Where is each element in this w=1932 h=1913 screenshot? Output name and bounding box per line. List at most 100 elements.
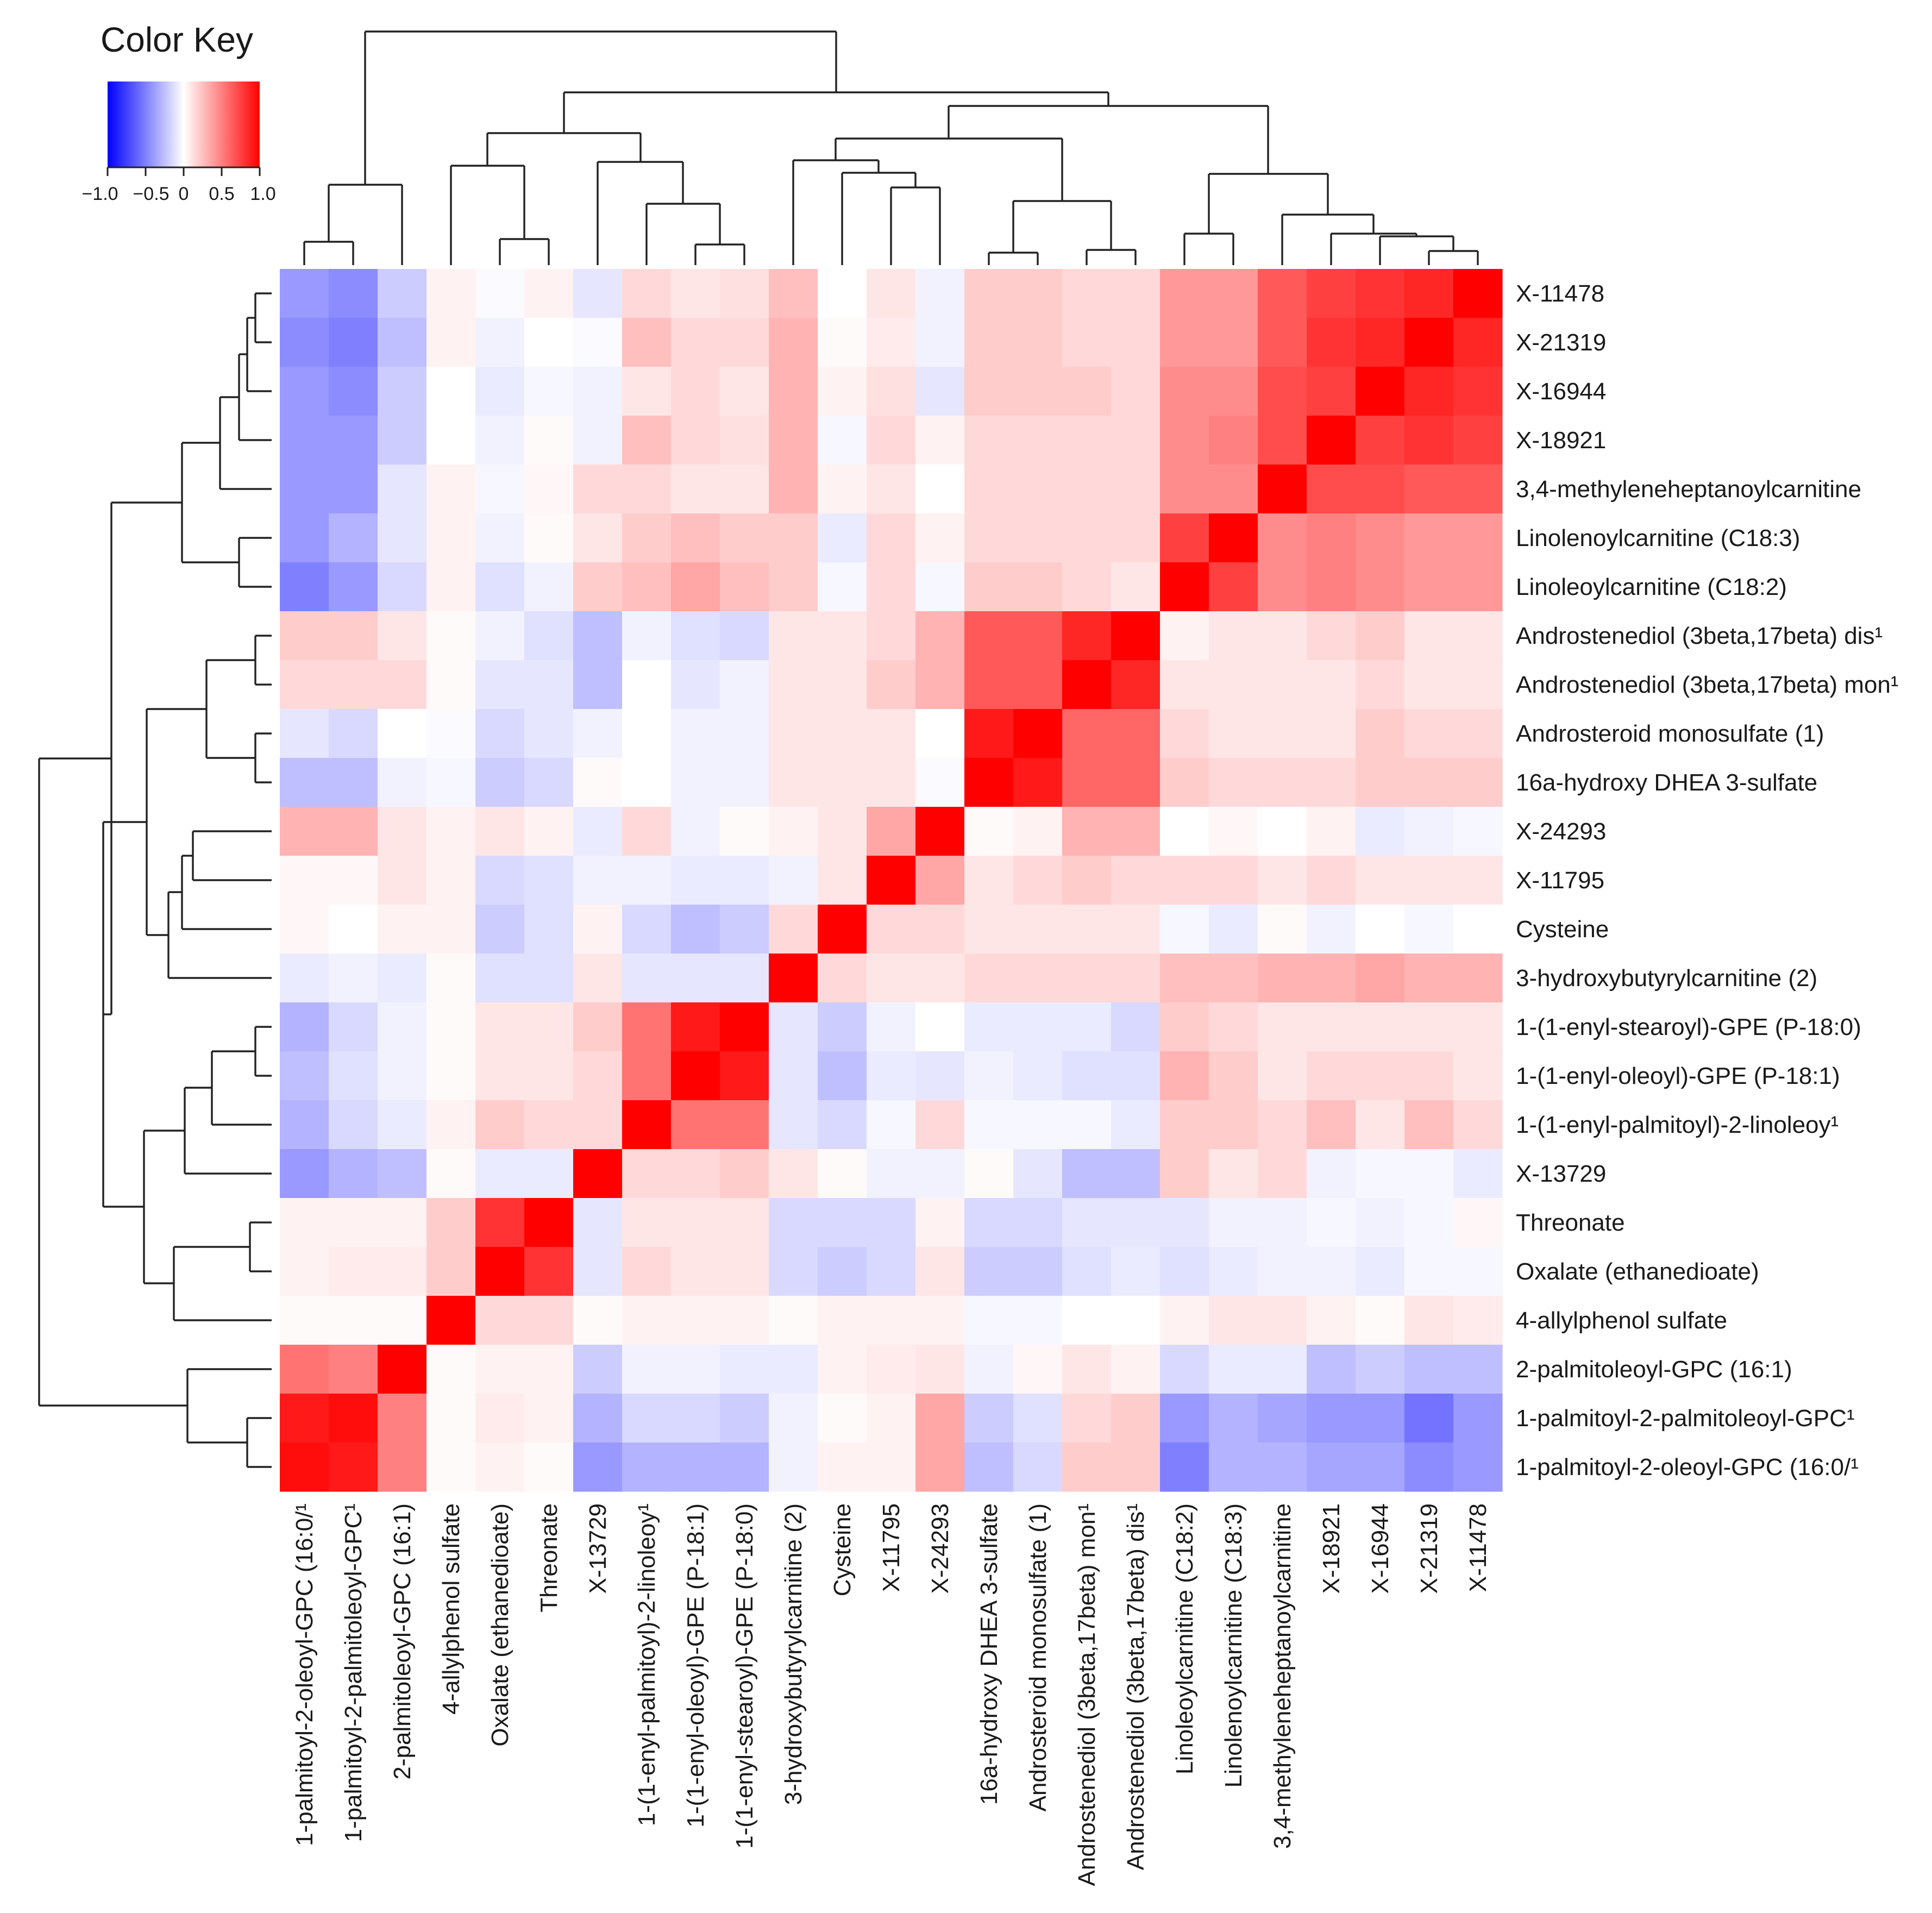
heatmap-cell [1453,660,1503,710]
heatmap-cell [915,856,965,905]
heatmap-cell [1209,905,1258,954]
heatmap-cell [818,709,867,758]
color-key-tick-label: 0 [179,184,189,204]
column-label: 1-palmitoyl-2-palmitoleoyl-GPC¹ [340,1503,367,1842]
heatmap-cell [475,758,525,807]
heatmap-cell [524,269,574,318]
heatmap-cell [1258,611,1307,661]
heatmap-cell [573,269,623,318]
heatmap-cell [1258,367,1307,416]
row-label: Androstenediol (3beta,17beta) mon¹ [1516,672,1898,698]
heatmap-cell [524,611,574,661]
heatmap-cell [524,465,574,514]
heatmap-cell [818,954,867,1003]
heatmap-cell [573,1051,623,1101]
heatmap-cell [475,513,525,563]
heatmap-cell [573,660,623,710]
heatmap-cell [720,1296,769,1345]
heatmap-cell [426,1247,476,1296]
heatmap-cell [475,709,525,758]
heatmap-cell [524,1100,574,1150]
row-label: 1-palmitoyl-2-palmitoleoyl-GPC¹ [1516,1405,1855,1432]
column-label: 1-(1-enyl-stearoyl)-GPE (P-18:0) [731,1503,758,1849]
row-label: 2-palmitoleoyl-GPC (16:1) [1516,1356,1792,1383]
heatmap-cell [867,807,916,856]
heatmap-cell [329,416,378,465]
heatmap-cell [378,513,427,563]
heatmap-cell [1013,660,1063,710]
row-label: Cysteine [1516,916,1609,943]
heatmap-cell [524,660,574,710]
row-label: Androsteroid monosulfate (1) [1516,720,1824,747]
heatmap-cell [280,709,329,758]
column-label: X-21319 [1416,1503,1442,1594]
heatmap-cell [1013,954,1063,1003]
heatmap-cell [475,1149,525,1199]
heatmap-cell [671,1442,720,1492]
heatmap-cell [818,1198,867,1247]
heatmap-cell [671,367,720,416]
heatmap-cell [426,807,476,856]
heatmap-cell [818,367,867,416]
column-label: 4-allylphenol sulfate [438,1503,465,1715]
heatmap-cell [1013,318,1063,367]
heatmap-cell [378,416,427,465]
heatmap-cell [720,465,769,514]
heatmap-cell [867,465,916,514]
heatmap-cell [1258,709,1307,758]
heatmap-cell [280,1002,329,1052]
heatmap-cell [1307,1394,1356,1443]
heatmap-cell [475,660,525,710]
heatmap-cell [867,1345,916,1394]
row-label: Threonate [1516,1209,1625,1236]
heatmap-cell [964,1247,1014,1296]
heatmap-cell [769,954,818,1003]
heatmap-cell [867,611,916,661]
heatmap-cell [475,1296,525,1345]
heatmap-cell [475,1051,525,1101]
heatmap-cell [964,1442,1014,1492]
heatmap-cell [1209,709,1258,758]
heatmap-cell [622,1394,672,1443]
heatmap-cell [1453,367,1503,416]
row-label: 1-palmitoyl-2-oleoyl-GPC (16:0/¹ [1516,1454,1859,1481]
heatmap-cell [720,513,769,563]
heatmap-cell [1307,1247,1356,1296]
heatmap-cell [915,905,965,954]
heatmap-cell [1111,513,1161,563]
heatmap-cell [573,807,623,856]
heatmap-cell [1160,1296,1209,1345]
heatmap-cell [1160,905,1209,954]
row-dendrogram [38,292,272,1468]
heatmap-cell [622,856,672,905]
heatmap-cell [867,758,916,807]
heatmap-cell [1111,1149,1161,1199]
heatmap-cell [1209,660,1258,710]
column-label: X-16944 [1367,1503,1394,1594]
heatmap-cell [671,318,720,367]
heatmap-cell [867,1442,916,1492]
heatmap-cell [280,758,329,807]
heatmap-cell [769,1002,818,1052]
heatmap-cell [1160,660,1209,710]
heatmap-cell [426,611,476,661]
heatmap-cell [1062,416,1112,465]
heatmap-cell [622,1198,672,1247]
heatmap-cell [1453,1051,1503,1101]
heatmap-cell [915,758,965,807]
heatmap-cell [475,954,525,1003]
heatmap-cell [1160,562,1209,612]
heatmap-cell [671,1100,720,1150]
heatmap-cell [1160,367,1209,416]
heatmap-cell [720,562,769,612]
heatmap-cell [280,318,329,367]
heatmap-cell [1356,1394,1405,1443]
heatmap-cell [378,562,427,612]
heatmap-cell [671,954,720,1003]
heatmap-cell [378,1394,427,1443]
heatmap-cell [426,1345,476,1394]
row-label: X-24293 [1516,818,1606,845]
heatmap-cell [1013,1198,1063,1247]
heatmap-cell [378,318,427,367]
heatmap-cell [329,954,378,1003]
